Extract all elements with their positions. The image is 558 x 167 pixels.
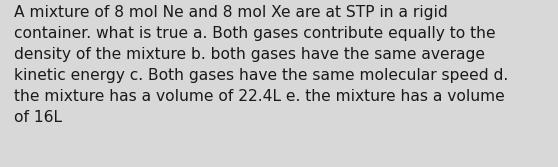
- Text: A mixture of 8 mol Ne and 8 mol Xe are at STP in a rigid
container. what is true: A mixture of 8 mol Ne and 8 mol Xe are a…: [14, 5, 508, 125]
